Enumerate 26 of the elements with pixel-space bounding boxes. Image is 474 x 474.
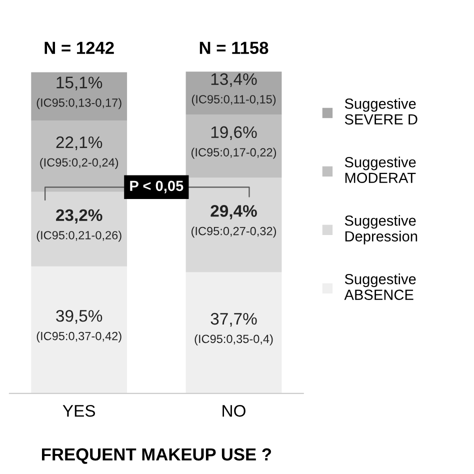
x-tick-label: YES (62, 404, 95, 417)
annotation: P < 0,05 (130, 180, 184, 194)
x-axis-title: FREQUENT MAKEUP USE ? (42, 448, 272, 464)
bar (31, 120, 128, 192)
legend-label: Suggestive Depression (344, 215, 418, 244)
bar (186, 114, 282, 178)
data-label: 13,4% (IC95:0,11-0,15) (192, 73, 276, 106)
annotation: N = 1158 (200, 42, 268, 54)
bar (31, 266, 128, 394)
legend-label: Suggestive SEVERE D (344, 98, 418, 125)
data-label: 37,7% (IC95:0,35-0,4) (194, 312, 273, 346)
data-label: 39,5% (IC95:0,37-0,42) (36, 310, 122, 343)
bar (186, 272, 282, 394)
bar (186, 178, 282, 272)
bar (31, 192, 128, 266)
data-label: 29,4% (IC95:0,27-0,32) (192, 205, 276, 238)
x-tick-label: NO (222, 404, 246, 417)
bar (31, 72, 128, 121)
data-label: 15,1% (IC95:0,13-0,17) (36, 76, 122, 110)
data-label: 23,2% (IC95:0,21-0,26) (36, 209, 122, 242)
data-label: 22,1% (IC95:0,2-0,24) (40, 136, 118, 169)
data-label: 19,6% (IC95:0,17-0,22) (192, 126, 276, 159)
annotation: N = 1242 (44, 42, 114, 54)
legend-label: Suggestive MODERAT (344, 156, 416, 184)
bar (186, 72, 282, 115)
legend-label: Suggestive ABSENCE (344, 274, 416, 300)
